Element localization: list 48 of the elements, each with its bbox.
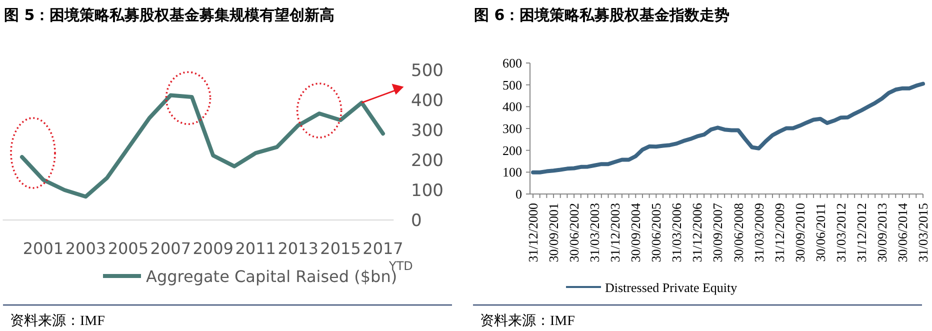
x-tick-label: 30/09/2004 bbox=[628, 202, 644, 262]
y-tick-label: 600 bbox=[502, 56, 522, 70]
x-tick-label: 30/06/2008 bbox=[730, 203, 746, 262]
x-tick-label: 30/09/2001 bbox=[546, 203, 562, 262]
y-tick-label: 200 bbox=[502, 142, 522, 158]
y-tick-label: 500 bbox=[411, 61, 444, 81]
legend-label: Aggregate Capital Raised ($bn) bbox=[146, 267, 398, 286]
x-tick-label: 31/12/2006 bbox=[690, 202, 705, 262]
x-tick-label: 31/12/2000 bbox=[526, 203, 540, 262]
x-tick-label: 31/03/2006 bbox=[669, 202, 684, 262]
x-tick-label: 30/09/2010 bbox=[792, 203, 808, 262]
y-tick-label: 300 bbox=[502, 121, 522, 136]
x-tick-label: 2003 bbox=[65, 239, 106, 258]
x-tick-label: 30/06/2011 bbox=[812, 203, 828, 262]
y-tick-label: 400 bbox=[411, 91, 444, 111]
y-tick-label: 300 bbox=[411, 121, 444, 141]
x-tick-label: 2005 bbox=[108, 239, 149, 258]
x-tick-label: 2007 bbox=[150, 239, 192, 258]
y-tick-label: 0 bbox=[411, 211, 422, 231]
chart-title: 图 6：困境策略私募股权基金指数走势 bbox=[474, 6, 730, 24]
y-tick-label: 400 bbox=[502, 99, 522, 114]
x-tick-label: 2001 bbox=[22, 239, 64, 258]
x-tick-label: 31/03/2012 bbox=[833, 203, 848, 262]
x-tick-label: 31/03/2003 bbox=[587, 203, 602, 262]
x-tick-label: 30/06/2002 bbox=[566, 203, 582, 262]
x-tick-label: 2013 bbox=[278, 239, 318, 258]
y-tick-label: 100 bbox=[411, 181, 444, 201]
text: 资料来源：IMF bbox=[480, 313, 576, 329]
x-tick-label: 31/12/2003 bbox=[608, 203, 623, 262]
x-tick-label: 31/12/2012 bbox=[854, 203, 869, 262]
text: 资料来源：IMF bbox=[10, 313, 106, 329]
x-tick-label: 31/03/2009 bbox=[751, 203, 766, 262]
y-tick-label: 100 bbox=[502, 164, 522, 180]
y-tick-label: 500 bbox=[502, 77, 522, 92]
x-tick-label: 31/03/2015 bbox=[916, 203, 930, 262]
x-tick-label: 30/06/2014 bbox=[894, 202, 910, 262]
x-tick-label: 30/09/2007 bbox=[710, 202, 726, 262]
x-tick-label: 31/12/2009 bbox=[772, 203, 787, 262]
x-tick-label: 2015 bbox=[320, 239, 361, 258]
x-tick-label: 2011 bbox=[235, 239, 276, 258]
legend-label: Distressed Private Equity bbox=[605, 280, 738, 295]
chart-title: 图 5：困境策略私募股权基金募集规模有望创新高 bbox=[4, 6, 335, 24]
x-tick-label: 2009 bbox=[192, 239, 234, 258]
x-tick-label: 2017 bbox=[362, 239, 404, 258]
x-tick-label: 30/06/2005 bbox=[648, 203, 664, 262]
x-tick-label: 30/09/2013 bbox=[874, 203, 890, 262]
y-tick-label: 200 bbox=[411, 151, 444, 171]
y-tick-label: 0 bbox=[516, 186, 522, 202]
